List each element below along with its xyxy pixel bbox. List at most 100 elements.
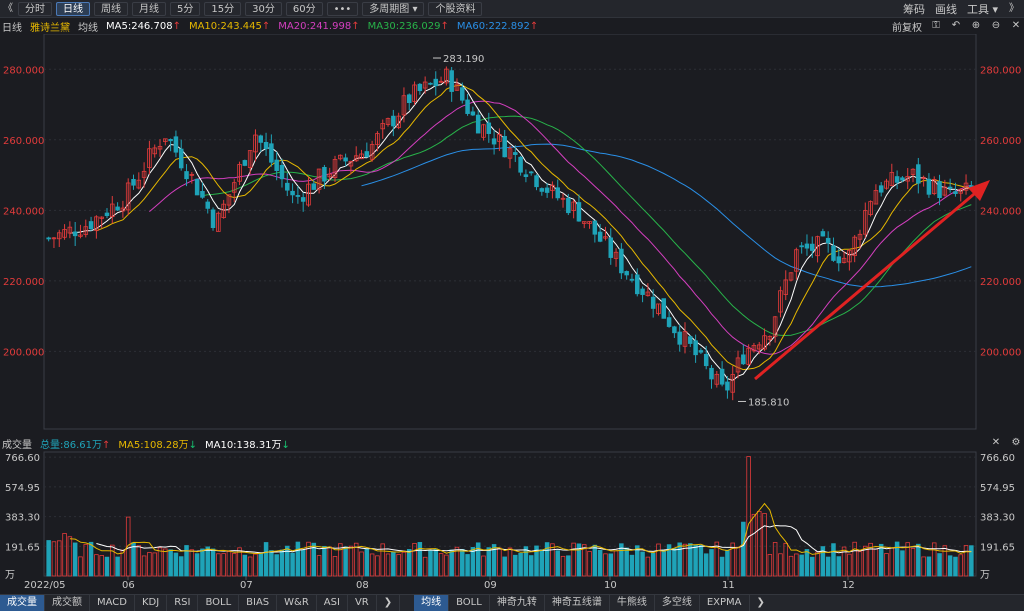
candle-body: [417, 83, 423, 92]
candle-body: [465, 99, 470, 114]
volume-bar: [258, 552, 264, 577]
tab-volume[interactable]: 成交量: [0, 595, 45, 611]
candle-body: [518, 156, 523, 173]
tab-expma[interactable]: EXPMA: [700, 595, 750, 611]
tab-asi[interactable]: ASI: [317, 595, 348, 611]
chips-button[interactable]: 筹码: [902, 3, 925, 16]
volume-bar: [783, 542, 789, 577]
tab-more-periods[interactable]: •••: [326, 1, 359, 16]
zoom-out-icon[interactable]: ⊖: [991, 20, 1001, 31]
volume-bar: [788, 555, 794, 577]
volume-bar: [544, 542, 550, 577]
tab-bias[interactable]: BIAS: [239, 595, 278, 611]
ma-label[interactable]: 均线: [78, 22, 98, 34]
volume-bar: [470, 547, 476, 577]
tab-15min[interactable]: 15分: [204, 1, 242, 16]
indicator-tab-bar: 成交量 成交额 MACD KDJ RSI BOLL BIAS W&R ASI V…: [0, 594, 1024, 611]
kline-chart[interactable]: 280.000 280.000 260.000 260.000 240.000 240.0…: [0, 34, 1024, 594]
volume-bar: [57, 540, 62, 577]
candle-body: [475, 114, 481, 134]
collapse-right-icon[interactable]: 》: [1009, 3, 1019, 14]
tab-intraday[interactable]: 分时: [18, 1, 52, 16]
tab-vr[interactable]: VR: [348, 595, 377, 611]
candle-body: [380, 123, 385, 130]
volume-bar: [311, 542, 317, 577]
candle-body: [507, 148, 513, 159]
candle-body: [656, 303, 661, 315]
volume-ma5-line: [69, 502, 972, 555]
candle-body: [110, 203, 115, 218]
tab-bull-bear-line[interactable]: 牛熊线: [610, 595, 655, 611]
volume-bar: [597, 549, 603, 577]
tab-wr[interactable]: W&R: [277, 595, 317, 611]
candle-body: [921, 177, 926, 180]
candle-body: [905, 176, 910, 182]
volume-bar: [555, 550, 560, 577]
candle-body: [247, 150, 253, 168]
candle-body: [290, 190, 295, 196]
tab-boll[interactable]: BOLL: [198, 595, 240, 611]
tools-dropdown[interactable]: 工具 ▾: [966, 3, 998, 16]
volume-bar: [931, 542, 937, 577]
candle-body: [682, 331, 688, 347]
volume-bar: [513, 554, 518, 577]
tab-monthly[interactable]: 月线: [132, 1, 166, 16]
candle-body: [104, 212, 110, 217]
tab-kdj[interactable]: KDJ: [135, 595, 168, 611]
price-tick-right: 200.000: [980, 347, 1021, 358]
candle-body: [836, 256, 842, 264]
close-icon[interactable]: ✕: [1011, 20, 1021, 31]
tab-boll-overlay[interactable]: BOLL: [449, 595, 490, 611]
candle-body: [136, 179, 142, 189]
tab-60min[interactable]: 60分: [285, 1, 323, 16]
collapse-left-icon[interactable]: 《: [3, 2, 13, 14]
tab-macd[interactable]: MACD: [90, 595, 135, 611]
price-tick-left: 280.000: [3, 65, 44, 76]
tab-magic-five-lines[interactable]: 神奇五线谱: [545, 595, 610, 611]
volume-bar: [730, 542, 735, 577]
volume-bar: [772, 542, 778, 577]
candle-body: [894, 176, 900, 183]
tab-weekly[interactable]: 周线: [94, 1, 128, 16]
volume-bar: [873, 548, 879, 577]
tab-30min[interactable]: 30分: [245, 1, 282, 16]
draw-line-button[interactable]: 画线: [934, 3, 957, 16]
settings-icon[interactable]: ⚙: [1011, 437, 1021, 448]
date-label: 08: [356, 580, 369, 591]
more-tabs-icon[interactable]: ❯: [377, 595, 401, 611]
zoom-in-icon[interactable]: ⊕: [971, 20, 981, 31]
volume-bar: [327, 546, 332, 577]
volume-bar: [353, 542, 359, 577]
volume-ma10: MA10:138.31万↓: [204, 439, 290, 451]
volume-bar: [78, 556, 83, 577]
tab-stock-profile[interactable]: 个股资料: [428, 1, 483, 16]
more-overlay-icon[interactable]: ❯: [756, 597, 765, 608]
candle-body: [125, 182, 131, 211]
volume-bar: [141, 555, 147, 577]
tab-turnover[interactable]: 成交额: [45, 595, 90, 611]
date-label: 06: [122, 580, 135, 591]
date-label: 2022/05: [24, 580, 66, 591]
undo-icon[interactable]: ↶: [951, 20, 961, 31]
candle-body: [200, 191, 205, 198]
volume-bar: [947, 555, 953, 577]
tab-rsi[interactable]: RSI: [167, 595, 199, 611]
volume-tick-right: 766.60: [980, 453, 1015, 464]
tab-daily[interactable]: 日线: [56, 1, 90, 16]
volume-bar: [916, 543, 921, 577]
lock-icon[interactable]: ⚿: [932, 20, 940, 31]
adjust-label[interactable]: 前复权: [892, 22, 922, 34]
tab-magic-nine[interactable]: 神奇九转: [490, 595, 545, 611]
candle-body: [587, 221, 592, 224]
volume-bar: [460, 548, 465, 577]
candle-body: [83, 226, 89, 235]
volume-bar: [884, 553, 889, 577]
volume-bar: [263, 542, 269, 577]
volume-bar: [900, 550, 905, 577]
tab-5min[interactable]: 5分: [170, 1, 201, 16]
trend-arrow-head: [968, 180, 990, 201]
tab-ma-overlay[interactable]: 均线: [414, 595, 450, 611]
close-volume-icon[interactable]: ✕: [991, 437, 1001, 448]
multi-period-dropdown[interactable]: 多周期图 ▾: [362, 1, 425, 16]
tab-long-short-line[interactable]: 多空线: [655, 595, 700, 611]
